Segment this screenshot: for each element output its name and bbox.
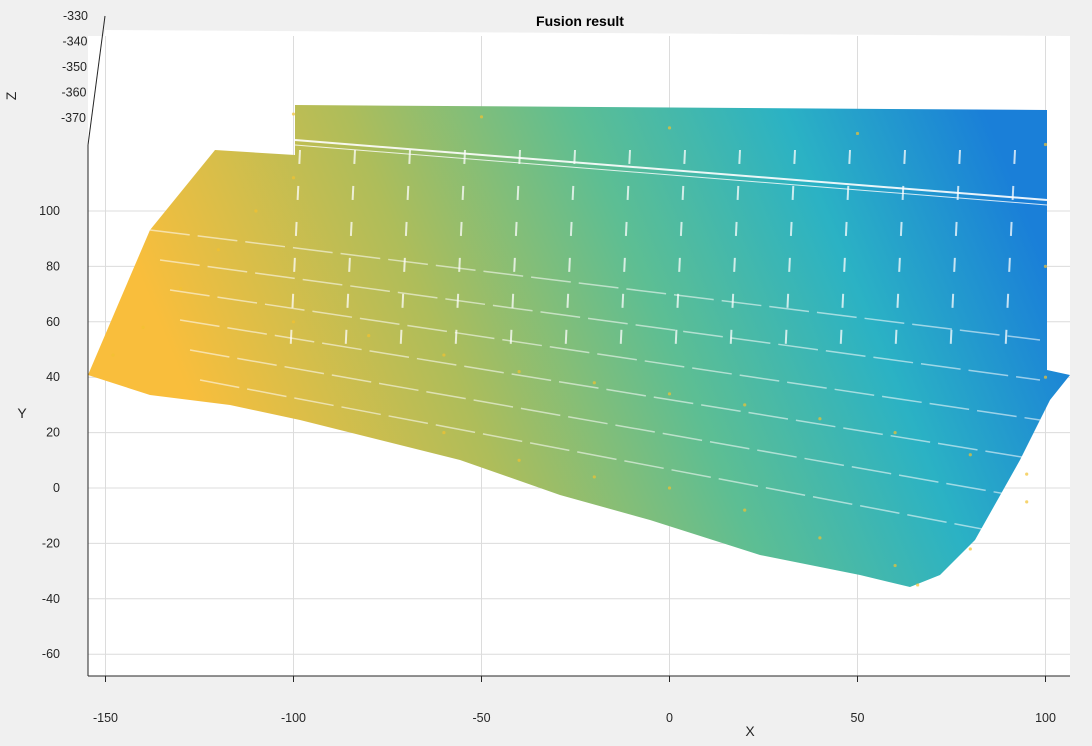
y-tick-label: 0 [53, 481, 60, 495]
roof-edge [294, 139, 1048, 201]
z-axis-line [87, 15, 106, 146]
floor-row [169, 289, 1041, 421]
y-tick-label: -40 [42, 592, 60, 606]
cloud-point [968, 453, 972, 457]
y-tick-label: -60 [42, 647, 60, 661]
cloud-texture [149, 139, 1048, 541]
x-tick-label: 100 [1035, 711, 1056, 725]
cloud-point [743, 508, 747, 512]
floor-row [179, 319, 1041, 461]
x-tick-labels: -150 -100 -50 0 50 100 [93, 676, 1056, 725]
chart-title: Fusion result [536, 13, 624, 29]
cloud-point [893, 431, 897, 435]
cloud-point [442, 431, 446, 435]
z-tick-label: -330 [63, 9, 88, 23]
cloud-point [893, 563, 897, 568]
z-tick-label: -350 [62, 60, 87, 74]
point-cloud [88, 105, 1070, 587]
z-tick-label: -360 [61, 86, 86, 100]
cloud-point [855, 131, 860, 136]
point-cloud-lower-surface [88, 105, 1070, 587]
cloud-point [743, 403, 747, 407]
y-tick-label: -20 [42, 536, 60, 550]
cloud-point [818, 536, 822, 540]
z-tick-label: -340 [62, 35, 87, 49]
cloud-point [1025, 472, 1029, 476]
cloud-point [818, 417, 822, 421]
cloud-sample-points [88, 112, 1048, 587]
y-tick-label: 20 [46, 426, 60, 440]
cloud-point [141, 325, 145, 329]
cloud-point [517, 370, 521, 374]
x-tick-label: 50 [851, 711, 865, 725]
y-tick-label: 80 [46, 259, 60, 273]
floor-row [149, 229, 1041, 341]
cloud-point [291, 112, 296, 116]
cloud-point [442, 353, 446, 357]
cloud-point [517, 458, 521, 462]
cloud-point [592, 475, 596, 479]
cloud-point [667, 126, 672, 130]
cloud-point [1043, 375, 1048, 379]
x-axis-label: X [745, 723, 755, 739]
cloud-point [592, 381, 596, 385]
cloud-point [968, 547, 972, 551]
x-tick-label: -50 [472, 711, 490, 725]
cloud-point [216, 248, 220, 252]
roof-edge [294, 144, 1048, 206]
cloud-point [367, 334, 371, 338]
z-tick-labels: -330 -340 -350 -360 -370 [61, 9, 88, 125]
cloud-point [1043, 264, 1048, 268]
cloud-point [179, 286, 183, 291]
cloud-point [1043, 142, 1048, 147]
cloud-point [291, 176, 296, 180]
y-tick-label: 40 [46, 370, 60, 384]
cloud-point [291, 320, 296, 324]
floor-row [159, 259, 1041, 381]
cloud-point [667, 392, 672, 396]
y-tick-label: 100 [39, 204, 60, 218]
y-tick-labels: -60 -40 -20 0 20 40 60 80 100 [39, 204, 60, 661]
x-tick-label: 0 [666, 711, 673, 725]
y-tick-label: 60 [46, 315, 60, 329]
cloud-point [254, 209, 258, 213]
cloud-point [916, 583, 920, 587]
z-tick-label: -370 [61, 111, 86, 125]
cloud-point [667, 486, 672, 490]
y-axis-label: Y [17, 405, 27, 421]
x-tick-label: -150 [93, 711, 118, 725]
cloud-point [479, 115, 484, 119]
cloud-point [111, 353, 115, 357]
cloud-point [1025, 500, 1029, 504]
z-axis-label: Z [3, 91, 19, 100]
x-tick-label: -100 [281, 711, 306, 725]
